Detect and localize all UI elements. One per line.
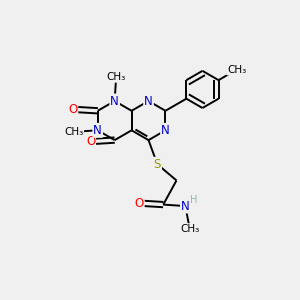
Text: O: O <box>86 135 95 148</box>
Text: CH₃: CH₃ <box>106 72 126 82</box>
Text: H: H <box>190 195 197 205</box>
Text: O: O <box>134 196 144 210</box>
Text: N: N <box>93 124 102 137</box>
Text: CH₃: CH₃ <box>64 127 83 137</box>
Text: O: O <box>68 103 77 116</box>
Text: N: N <box>110 94 119 107</box>
Text: CH₃: CH₃ <box>227 64 247 74</box>
Text: N: N <box>181 200 190 213</box>
Text: CH₃: CH₃ <box>180 224 200 234</box>
Text: S: S <box>154 158 161 171</box>
Text: N: N <box>161 124 170 137</box>
Text: N: N <box>144 94 153 107</box>
